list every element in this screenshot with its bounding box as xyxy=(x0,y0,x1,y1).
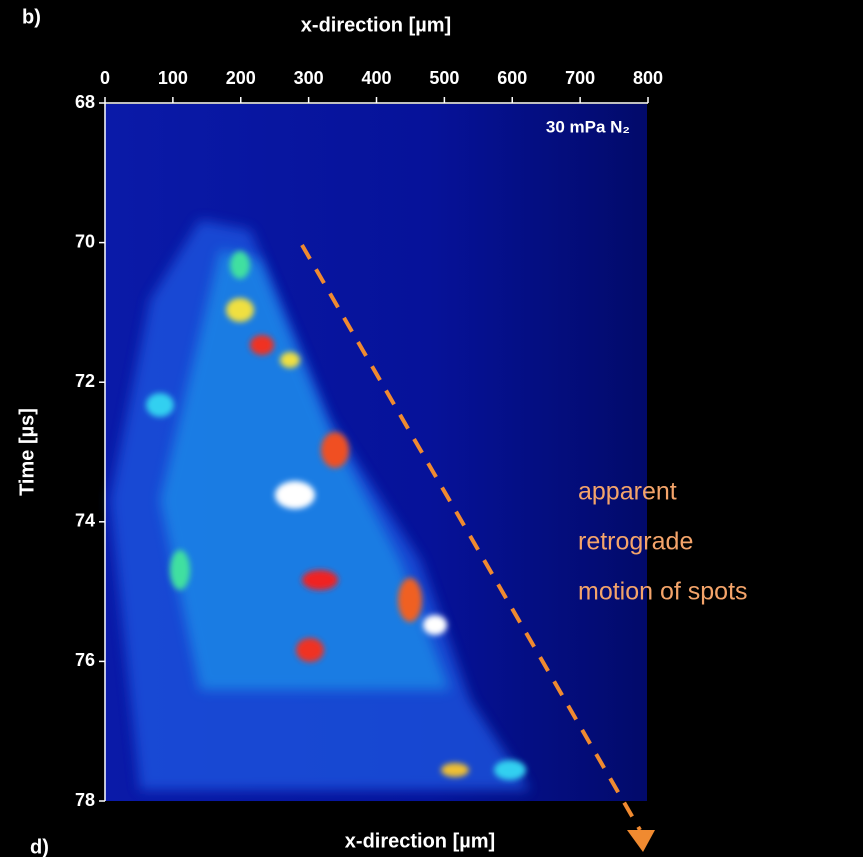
x-tick-label: 300 xyxy=(294,68,324,88)
y-tick-label: 74 xyxy=(75,511,95,531)
legend-label: 30 mPa N₂ xyxy=(546,117,630,136)
y-tick-label: 76 xyxy=(75,650,95,670)
x-tick-label: 500 xyxy=(429,68,459,88)
annotation-line: apparent xyxy=(578,478,677,506)
panel-label: d) xyxy=(30,836,49,857)
axis-title: x-direction [µm] xyxy=(301,14,451,36)
arrow xyxy=(300,243,642,832)
x-tick-label: 600 xyxy=(497,68,527,88)
x-tick-label: 0 xyxy=(100,68,110,88)
x-tick-label: 800 xyxy=(633,68,663,88)
axis-title: x-direction [µm] xyxy=(345,830,495,852)
annotation-line: motion of spots xyxy=(578,578,748,606)
panel-label: b) xyxy=(22,6,41,28)
x-tick-label: 700 xyxy=(565,68,595,88)
x-tick-label: 200 xyxy=(226,68,256,88)
y-tick-label: 68 xyxy=(75,92,95,112)
x-tick-label: 400 xyxy=(361,68,391,88)
annotation: apparent retrograde motion of spots xyxy=(578,478,748,606)
x-tick-label: 100 xyxy=(158,68,188,88)
y-tick-label: 72 xyxy=(75,371,95,391)
annotation-line: retrograde xyxy=(578,528,693,556)
y-tick-label: 78 xyxy=(75,790,95,810)
arrow-head xyxy=(627,830,655,852)
y-tick-label: 70 xyxy=(75,231,95,251)
y-axis-label: Time [µs] xyxy=(16,408,38,496)
heatmap-image xyxy=(105,104,647,801)
